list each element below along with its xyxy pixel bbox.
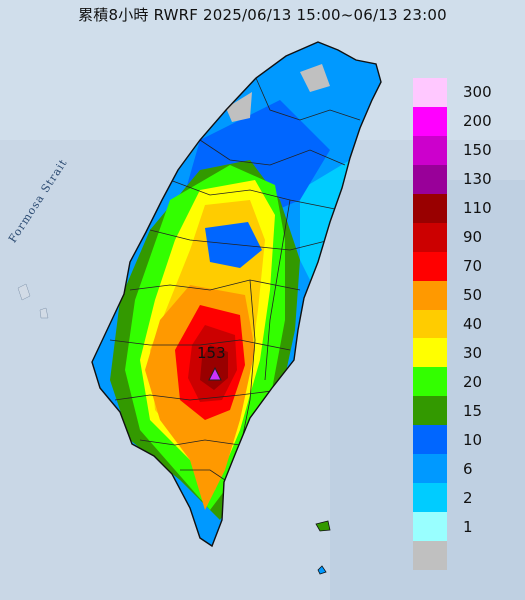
- legend-swatch: [413, 106, 447, 137]
- legend-label: 150: [463, 141, 492, 160]
- legend-swatch: [413, 483, 447, 513]
- legend-label: 30: [463, 343, 483, 362]
- legend-swatch: [413, 454, 447, 484]
- legend-swatch: [413, 251, 447, 282]
- map-title: 累積8小時 RWRF 2025/06/13 15:00~06/13 23:00: [78, 6, 447, 24]
- legend-label: 1: [463, 517, 473, 536]
- legend-label: 300: [463, 83, 492, 102]
- legend-label: 110: [463, 199, 492, 218]
- orchid-island: [317, 565, 327, 575]
- penghu-islands: [17, 283, 49, 319]
- legend-swatch: [413, 222, 447, 253]
- green-island: [315, 520, 331, 532]
- legend-swatch: [413, 135, 447, 166]
- legend-swatch: [413, 425, 447, 455]
- rain-layer-blue-pocket: [205, 222, 262, 268]
- legend-label: 70: [463, 257, 483, 276]
- legend-swatch: [413, 512, 447, 542]
- legend-label: 130: [463, 170, 492, 189]
- legend-swatch: [413, 396, 447, 426]
- triangle-marker-icon: [208, 366, 222, 381]
- rain-layer-110mm: [200, 345, 228, 390]
- rainfall-legend: 300 200 150 130 110 90 70 50 40 30 20 15 10 6 2 1: [413, 78, 503, 571]
- legend-label: 20: [463, 372, 483, 391]
- legend-label: 40: [463, 315, 483, 333]
- legend-swatch: [413, 338, 447, 368]
- legend-label: 10: [463, 430, 483, 449]
- legend-label: 200: [463, 112, 492, 131]
- legend-label: 6: [463, 459, 473, 478]
- legend-label: 2: [463, 488, 473, 507]
- legend-label: 90: [463, 228, 483, 247]
- legend-label: 15: [463, 401, 483, 420]
- legend-swatch: [413, 280, 447, 311]
- legend-swatch: [413, 541, 447, 571]
- legend-swatch: [413, 309, 447, 339]
- no-rain-area-northwest: [226, 92, 252, 122]
- legend-swatch: [413, 367, 447, 397]
- no-rain-area-north: [300, 64, 330, 92]
- legend-swatch: [413, 164, 447, 195]
- taiwan-coastline: [91, 41, 382, 548]
- legend-label: 50: [463, 286, 483, 305]
- legend-swatch: [413, 78, 447, 108]
- legend-swatch: [413, 193, 447, 224]
- peak-rainfall-value: 153: [197, 344, 226, 362]
